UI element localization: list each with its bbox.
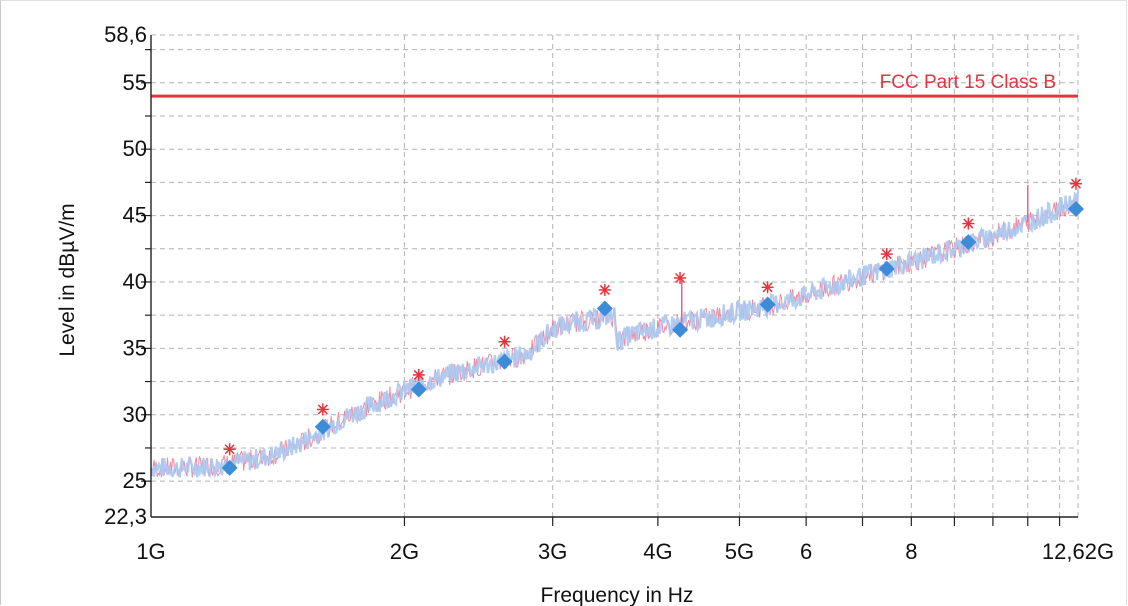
peak-star-marker bbox=[674, 271, 687, 284]
peak-star-marker bbox=[498, 335, 511, 348]
markers bbox=[221, 177, 1084, 476]
y-tick-label: 50 bbox=[123, 136, 147, 161]
trace-average bbox=[149, 189, 1080, 480]
x-tick-label: 12,62G bbox=[1042, 539, 1114, 564]
x-axis-title: Frequency in Hz bbox=[541, 584, 694, 606]
average-diamond-marker bbox=[672, 321, 689, 338]
x-tick-label: 8 bbox=[905, 539, 917, 564]
x-tick-label: 4G bbox=[643, 539, 672, 564]
peak-star-marker bbox=[962, 217, 975, 230]
y-tick-label: 40 bbox=[123, 269, 147, 294]
peak-star-marker bbox=[880, 248, 893, 261]
grid bbox=[150, 34, 1079, 518]
average-diamond-marker bbox=[221, 459, 238, 476]
y-tick-label: 55 bbox=[123, 70, 147, 95]
trace-peak bbox=[150, 195, 1079, 478]
measurement-trace bbox=[149, 185, 1080, 480]
y-axis-title: Level in dBµV/m bbox=[56, 203, 79, 356]
y-tick-label: 30 bbox=[123, 402, 147, 427]
peak-star-marker bbox=[223, 443, 236, 456]
average-diamond-marker bbox=[410, 381, 427, 398]
y-tick-label: 22,3 bbox=[104, 504, 147, 529]
x-tick-label: 6 bbox=[800, 539, 812, 564]
x-tick-label: 3G bbox=[538, 539, 567, 564]
average-diamond-marker bbox=[314, 418, 331, 435]
peak-star-marker bbox=[598, 283, 611, 296]
average-diamond-marker bbox=[596, 300, 613, 317]
y-tick-label: 35 bbox=[123, 335, 147, 360]
axes: 22,3 25 30 35 40 45 50 55 58,6 1G 2G 3G 4G 5G 6 8 12,62G bbox=[104, 22, 1114, 564]
limit-line-group: FCC Part 15 Class B bbox=[151, 72, 1078, 98]
y-tick-label: 58,6 bbox=[104, 22, 147, 47]
peak-star-marker bbox=[1069, 177, 1082, 190]
average-diamond-marker bbox=[878, 260, 895, 277]
peak-star-marker bbox=[412, 368, 425, 381]
x-tick-label: 1G bbox=[136, 539, 165, 564]
average-diamond-marker bbox=[960, 234, 977, 251]
limit-line-label: FCC Part 15 Class B bbox=[880, 72, 1056, 93]
average-diamond-marker bbox=[496, 353, 513, 370]
average-diamond-marker bbox=[1067, 200, 1084, 217]
average-diamond-marker bbox=[759, 296, 776, 313]
y-tick-label: 45 bbox=[123, 203, 147, 228]
x-tick-label: 5G bbox=[725, 539, 754, 564]
x-tick-label: 2G bbox=[390, 539, 419, 564]
y-tick-label: 25 bbox=[123, 468, 147, 493]
peak-star-marker bbox=[316, 403, 329, 416]
peak-star-marker bbox=[761, 281, 774, 294]
